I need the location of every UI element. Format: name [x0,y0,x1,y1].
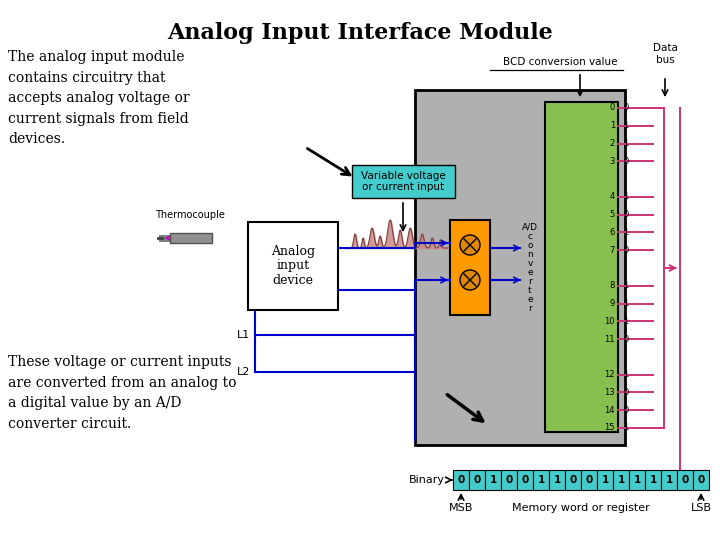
Bar [352,165,455,198]
Text: 14: 14 [605,406,615,415]
Text: 1: 1 [623,139,629,148]
Text: 0: 0 [585,475,593,485]
Text: 1: 1 [623,281,629,291]
Text: Analog Input Interface Module: Analog Input Interface Module [167,22,553,44]
Text: MSB: MSB [449,503,473,513]
Text: 0: 0 [457,475,464,485]
Text: 10: 10 [605,317,615,326]
Text: 15: 15 [605,423,615,433]
Text: Analog
input
device: Analog input device [271,245,315,287]
Text: 1: 1 [623,192,629,201]
Text: 0: 0 [570,475,577,485]
Text: A/D
c
o
n
v
e
r
t
e
r: A/D c o n v e r t e r [522,223,538,313]
Bar [613,470,629,490]
Text: 7: 7 [610,246,615,255]
Text: 6: 6 [610,228,615,237]
Bar [170,233,212,243]
Text: 11: 11 [605,335,615,343]
Text: 0: 0 [623,388,629,397]
Text: 0: 0 [610,104,615,112]
Text: 1: 1 [623,317,629,326]
Bar [581,470,597,490]
Text: 0: 0 [623,335,629,343]
Text: 2: 2 [610,139,615,148]
Text: L2: L2 [237,367,250,377]
Text: 0: 0 [623,210,629,219]
Circle shape [460,270,480,290]
Text: The analog input module
contains circuitry that
accepts analog voltage or
curren: The analog input module contains circuit… [8,50,189,146]
Bar [453,470,469,490]
Bar [545,102,618,432]
Text: Thermocouple: Thermocouple [155,210,225,220]
Text: 5: 5 [610,210,615,219]
Bar [629,470,645,490]
Text: 1: 1 [649,475,657,485]
Text: 9: 9 [610,299,615,308]
Text: BCD conversion value: BCD conversion value [503,57,617,67]
Text: 1: 1 [623,370,629,379]
Circle shape [460,235,480,255]
Text: Data
bus: Data bus [652,43,678,65]
Bar [533,470,549,490]
Text: 1: 1 [490,475,497,485]
Text: 1: 1 [623,423,629,433]
Text: 1: 1 [665,475,672,485]
Text: 0: 0 [473,475,481,485]
Bar [565,470,581,490]
Text: Variable voltage
or current input: Variable voltage or current input [361,171,446,192]
Text: 1: 1 [634,475,641,485]
Text: 0: 0 [623,246,629,255]
Text: LSB: LSB [690,503,711,513]
Text: 1: 1 [537,475,544,485]
Text: 0: 0 [698,475,705,485]
Bar [485,470,501,490]
Text: Memory word or register: Memory word or register [512,503,650,513]
Text: 3: 3 [610,157,615,166]
Bar [677,470,693,490]
Bar [248,222,338,310]
Bar [693,470,709,490]
Text: 1: 1 [623,299,629,308]
Text: 0: 0 [623,104,629,112]
Text: These voltage or current inputs
are converted from an analog to
a digital value : These voltage or current inputs are conv… [8,355,236,431]
Text: 13: 13 [604,388,615,397]
Bar [549,470,565,490]
Text: 0: 0 [623,406,629,415]
Bar [517,470,533,490]
Text: 0: 0 [623,157,629,166]
Bar [645,470,661,490]
Bar [597,470,613,490]
Text: 0: 0 [505,475,513,485]
Text: 1: 1 [610,122,615,130]
Text: 1: 1 [617,475,625,485]
Bar [501,470,517,490]
Text: L1: L1 [237,330,250,340]
Text: 1: 1 [554,475,561,485]
Text: 4: 4 [610,192,615,201]
Bar [415,90,625,445]
Bar [661,470,677,490]
Bar [450,220,490,315]
Text: 0: 0 [521,475,528,485]
Text: 1: 1 [623,228,629,237]
Text: 0: 0 [681,475,688,485]
Text: Binary: Binary [409,475,445,485]
Text: 8: 8 [610,281,615,291]
Text: 12: 12 [605,370,615,379]
Bar [469,470,485,490]
Text: 1: 1 [623,122,629,130]
Text: 1: 1 [601,475,608,485]
